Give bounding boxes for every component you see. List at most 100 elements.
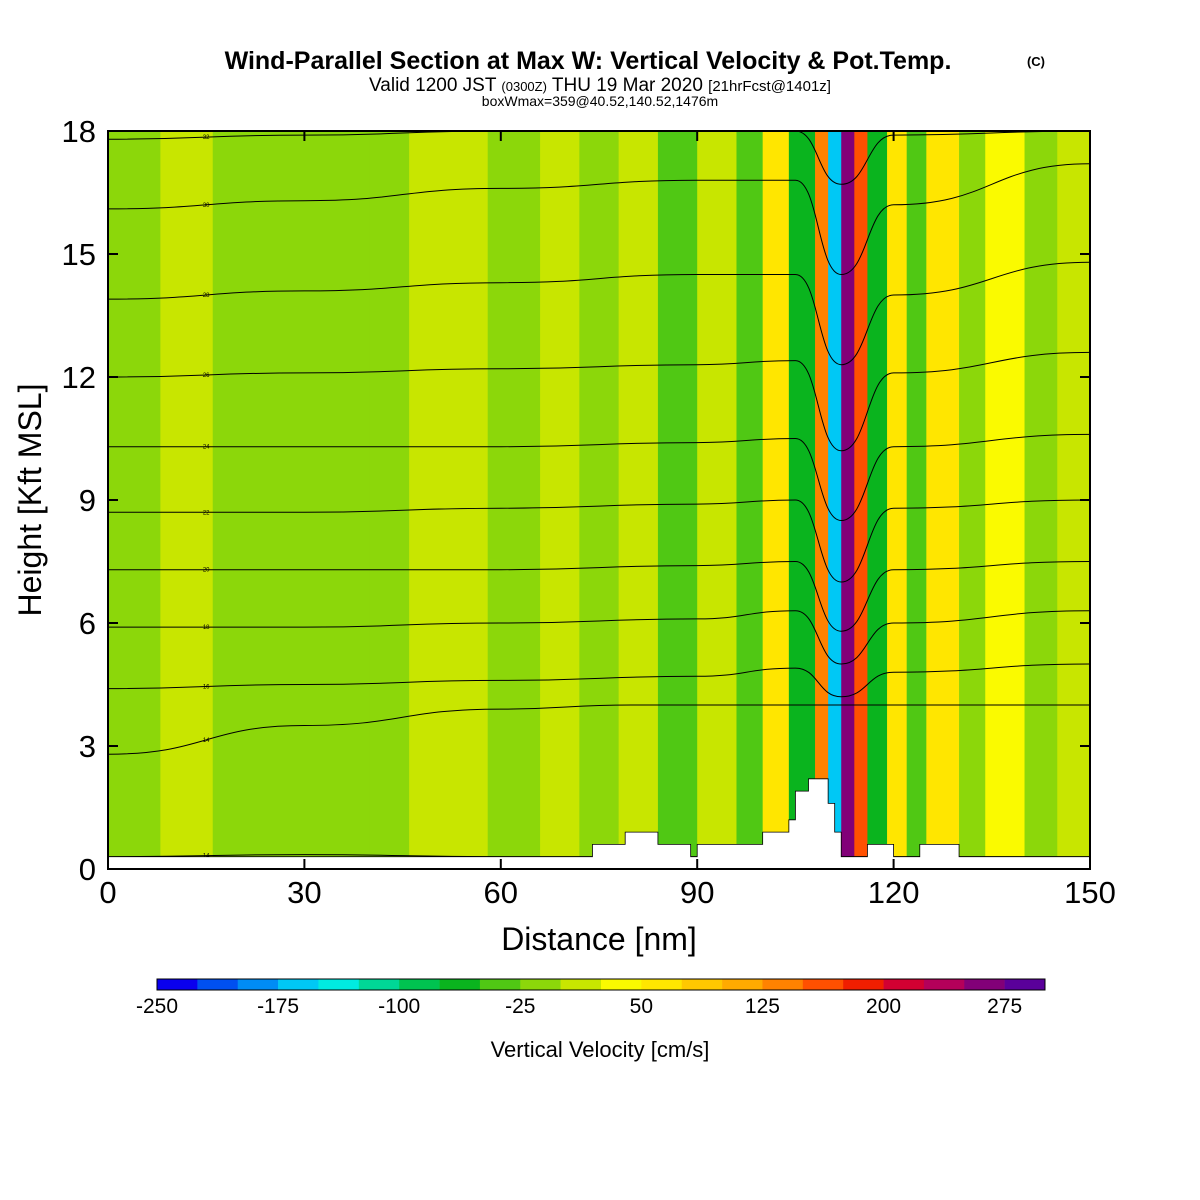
x-tick-label: 90 bbox=[680, 875, 714, 910]
y-axis: 0 3 6 9 12 15 18 bbox=[62, 114, 1090, 887]
velocity-band bbox=[906, 131, 927, 869]
colorbar-swatch bbox=[681, 979, 723, 990]
colorbar-frame bbox=[156, 978, 1046, 991]
isentrope-label: 18 bbox=[203, 625, 210, 631]
isentrope-label: 28 bbox=[203, 293, 210, 299]
colorbar-tick-label: 200 bbox=[866, 995, 901, 1018]
y-axis-label: Height [Kft MSL] bbox=[12, 384, 48, 617]
velocity-band bbox=[736, 131, 764, 869]
isentrope-line bbox=[108, 704, 1090, 755]
chart-title: Wind-Parallel Section at Max W: Vertical… bbox=[225, 47, 952, 75]
colorbar-swatch bbox=[641, 979, 683, 990]
x-tick-label: 60 bbox=[484, 875, 518, 910]
colorbar-swatch bbox=[802, 979, 844, 990]
colorbar-tick-label: 125 bbox=[745, 995, 780, 1018]
velocity-band bbox=[579, 131, 620, 869]
colorbar-swatch bbox=[843, 979, 884, 990]
colorbar-swatch bbox=[358, 979, 400, 990]
copyright-mark: (C) bbox=[1027, 54, 1045, 69]
plot-area: 1414161820222426283032 bbox=[107, 130, 1091, 870]
velocity-band bbox=[409, 131, 489, 869]
velocity-band bbox=[271, 131, 371, 869]
velocity-band bbox=[985, 131, 1026, 869]
velocity-band bbox=[657, 131, 698, 869]
colorbar-swatch bbox=[964, 979, 1005, 990]
velocity-band bbox=[1024, 131, 1058, 869]
isentrope-line bbox=[108, 261, 1090, 366]
isentrope-label: 32 bbox=[203, 135, 210, 141]
y-tick-label: 9 bbox=[79, 483, 96, 518]
colorbar-swatch bbox=[318, 979, 360, 990]
terrain-profile bbox=[108, 778, 1090, 869]
chart-box-info: boxWmax=359@40.52,140.52,1476m bbox=[482, 93, 718, 109]
isentrope-line bbox=[108, 610, 1090, 665]
colorbar-swatch bbox=[197, 979, 239, 990]
subtitle-valid-date: THU 19 Mar 2020 bbox=[552, 75, 703, 96]
velocity-band bbox=[828, 131, 842, 869]
colorbar-swatch bbox=[560, 979, 602, 990]
x-tick-label: 120 bbox=[868, 875, 920, 910]
velocity-band bbox=[697, 131, 737, 869]
colorbar-swatch bbox=[157, 979, 198, 990]
x-axis: 0 30 60 90 120 150 bbox=[99, 131, 1116, 910]
velocity-band bbox=[887, 131, 908, 869]
velocity-band bbox=[540, 131, 580, 869]
colorbar-tick-label: 275 bbox=[987, 995, 1022, 1018]
x-axis-label: Distance [nm] bbox=[501, 921, 697, 957]
x-tick-label: 0 bbox=[99, 875, 116, 910]
isentrope-label: 22 bbox=[203, 510, 210, 516]
isentrope-line bbox=[108, 560, 1090, 632]
colorbar-swatch bbox=[237, 979, 279, 990]
isentrope-line bbox=[108, 499, 1090, 583]
colorbar-swatch bbox=[722, 979, 763, 990]
y-tick-label: 12 bbox=[62, 360, 96, 395]
velocity-band bbox=[841, 131, 855, 869]
velocity-band bbox=[369, 131, 410, 869]
colorbar-tick-label: -250 bbox=[136, 995, 178, 1018]
y-tick-label: 6 bbox=[79, 606, 96, 641]
x-tick-label: 30 bbox=[287, 875, 321, 910]
colorbar-tick-label: -25 bbox=[505, 995, 535, 1018]
velocity-band bbox=[926, 131, 960, 869]
velocity-band bbox=[867, 131, 888, 869]
colorbar: -250 -175 -100 -25 50 125 200 275 bbox=[136, 978, 1046, 1018]
isentrope-label: 16 bbox=[203, 685, 210, 691]
colorbar-swatch bbox=[520, 979, 561, 990]
velocity-band bbox=[959, 131, 986, 869]
subtitle-valid-utc: (0300Z) bbox=[501, 79, 547, 94]
colorbar-swatch bbox=[601, 979, 642, 990]
isentrope-label: 14 bbox=[203, 738, 210, 744]
isentrope-line bbox=[108, 351, 1090, 452]
terrain bbox=[108, 778, 1090, 869]
colorbar-swatch bbox=[923, 979, 965, 990]
isentrope-label: 24 bbox=[203, 445, 210, 451]
colorbar-swatch bbox=[278, 979, 319, 990]
y-tick-label: 15 bbox=[62, 237, 96, 272]
colorbar-tick-label: 50 bbox=[630, 995, 653, 1018]
y-tick-label: 18 bbox=[62, 114, 96, 149]
subtitle-forecast-info: [21hrFcst@1401z] bbox=[708, 78, 831, 95]
velocity-band bbox=[212, 131, 273, 869]
colorbar-tick-label: -175 bbox=[257, 995, 299, 1018]
velocity-band bbox=[618, 131, 659, 869]
y-tick-label: 3 bbox=[79, 729, 96, 764]
colorbar-swatch bbox=[479, 979, 521, 990]
subtitle-valid-prefix: Valid 1200 JST bbox=[369, 75, 497, 96]
isentrope-line bbox=[108, 433, 1090, 522]
colorbar-swatch bbox=[762, 979, 804, 990]
velocity-band bbox=[160, 131, 214, 869]
isentrope-line bbox=[108, 163, 1090, 276]
x-tick-label: 150 bbox=[1064, 875, 1116, 910]
chart-title-text: Wind-Parallel Section at Max W: Vertical… bbox=[225, 47, 952, 75]
isentrope-label: 20 bbox=[203, 568, 210, 574]
colorbar-swatch bbox=[883, 979, 925, 990]
colorbar-label: Vertical Velocity [cm/s] bbox=[491, 1037, 710, 1062]
velocity-band bbox=[487, 131, 541, 869]
chart-subtitle: Valid 1200 JST (0300Z) THU 19 Mar 2020 [… bbox=[369, 75, 831, 96]
isentrope-label: 30 bbox=[203, 203, 210, 209]
isentrope-line bbox=[108, 663, 1090, 698]
colorbar-tick-label: -100 bbox=[378, 995, 420, 1018]
colorbar-swatch bbox=[1004, 979, 1046, 990]
vertical-velocity-field bbox=[108, 131, 1090, 869]
